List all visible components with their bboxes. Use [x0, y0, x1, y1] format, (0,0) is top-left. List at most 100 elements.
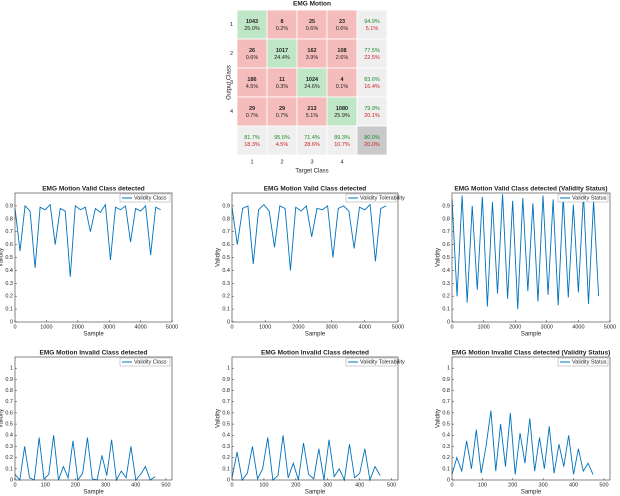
x-tick-label: 4000	[359, 324, 371, 330]
summary-correct: 94.9%	[364, 19, 380, 25]
summary-correct: 71.4%	[304, 135, 320, 141]
y-tick-label: 0.2	[442, 455, 450, 461]
summary-correct: 79.9%	[364, 106, 380, 112]
y-tick-label: 0.6	[222, 242, 230, 248]
legend-label: Validity Tolerability	[360, 195, 405, 201]
row-class-label: 1	[230, 22, 233, 28]
y-tick-label: 0.9	[222, 377, 230, 383]
cell-count: 213	[307, 106, 316, 112]
y-tick-label: 0.4	[222, 268, 230, 274]
legend-box	[119, 357, 171, 367]
y-tick-label: 0.6	[442, 242, 450, 248]
y-tick-label: 0.1	[5, 466, 13, 472]
legend-box	[557, 357, 609, 367]
summary-correct: 95.5%	[274, 135, 290, 141]
y-tick-label: 0.4	[222, 433, 230, 439]
x-tick-label: 500	[387, 482, 396, 488]
x-axis-label: Sample	[83, 490, 104, 496]
y-tick-label: 0.3	[5, 281, 13, 287]
cell-percent: 4.5%	[246, 84, 259, 90]
y-tick-label: 0.2	[5, 455, 13, 461]
x-tick-label: 0	[450, 324, 453, 330]
row-class-label: 3	[230, 80, 233, 86]
y-axis-label: Validity	[0, 409, 5, 428]
x-tick-label: 2000	[72, 324, 84, 330]
legend-box	[345, 357, 397, 367]
y-tick-label: 0.4	[5, 268, 13, 274]
summary-wrong: 10.7%	[334, 142, 350, 148]
x-tick-label: 5000	[392, 324, 404, 330]
y-tick-label: 0.6	[442, 410, 450, 416]
y-tick-label: 0.1	[442, 466, 450, 472]
data-line	[231, 435, 381, 482]
cell-percent: 24.4%	[274, 55, 290, 61]
data-line	[14, 203, 161, 277]
y-tick-label: 0	[10, 477, 13, 483]
y-tick-label: 0.5	[222, 422, 230, 428]
x-tick-label: 3000	[325, 324, 337, 330]
matrix-cell	[326, 96, 358, 127]
x-tick-label: 200	[71, 482, 80, 488]
y-tick-label: 0.6	[5, 242, 13, 248]
summary-wrong: 4.5%	[276, 142, 289, 148]
summary-correct: 77.5%	[364, 48, 380, 54]
y-tick-label: 1	[10, 366, 13, 372]
cell-percent: 0.6%	[246, 55, 259, 61]
y-tick-label: 0.8	[442, 216, 450, 222]
x-tick-label: 0	[13, 482, 16, 488]
x-tick-label: 200	[291, 482, 300, 488]
plot-frame	[231, 356, 399, 481]
cell-percent: 0.3%	[276, 84, 289, 90]
x-tick-label: 300	[101, 482, 110, 488]
x-axis-label: Sample	[305, 332, 326, 338]
cell-percent: 2.6%	[336, 55, 349, 61]
cell-percent: 0.1%	[336, 84, 349, 90]
summary-wrong: 18.3%	[244, 142, 260, 148]
x-tick-label: 500	[161, 482, 170, 488]
cell-count: 4	[340, 77, 344, 83]
data-line	[231, 203, 387, 271]
y-axis-label: Validity	[216, 409, 222, 428]
x-tick-label: 0	[230, 482, 233, 488]
x-axis-label: Sample	[83, 332, 104, 338]
plot-frame	[14, 356, 173, 481]
matrix-cell	[236, 125, 268, 156]
y-tick-label: 0.4	[5, 433, 13, 439]
legend-label: Validity Status	[572, 359, 607, 365]
matrix-cell	[356, 67, 388, 98]
y-tick-label: 0.2	[222, 294, 230, 300]
chart-title: EMG Motion Invalid Class detected (Valid…	[452, 350, 611, 357]
y-tick-label: 0.5	[442, 255, 450, 261]
data-line	[14, 435, 156, 482]
legend-label: Validity Tolerability	[360, 359, 405, 365]
cell-percent: 25.9%	[334, 113, 350, 119]
chart-title: EMG Motion Invalid Class detected	[261, 350, 369, 357]
x-tick-label: 1000	[477, 324, 489, 330]
col-class-label: 2	[280, 159, 283, 165]
y-tick-label: 0.9	[442, 203, 450, 209]
matrix-cell	[326, 125, 358, 156]
matrix-cell	[296, 38, 328, 69]
y-tick-label: 0.9	[5, 377, 13, 383]
summary-wrong: 20.1%	[364, 113, 380, 119]
y-tick-label: 0.2	[222, 455, 230, 461]
x-tick-label: 100	[478, 482, 487, 488]
matrix-cell	[266, 96, 298, 127]
cell-percent: 0.7%	[276, 113, 289, 119]
y-tick-label: 0.9	[442, 377, 450, 383]
x-tick-label: 2000	[509, 324, 521, 330]
y-tick-label: 0.1	[222, 466, 230, 472]
y-tick-label: 0	[227, 477, 230, 483]
cell-count: 162	[307, 48, 316, 54]
x-axis-label: Target Class	[295, 169, 328, 175]
data-line	[451, 194, 600, 310]
cell-count: 25	[309, 19, 315, 25]
chart-title: EMG Motion Invalid Class detected	[40, 350, 148, 357]
y-tick-label: 0.3	[442, 444, 450, 450]
x-tick-label: 0	[230, 324, 233, 330]
row-class-label: 4	[230, 109, 233, 115]
x-tick-label: 400	[569, 482, 578, 488]
cell-count: 1024	[306, 77, 319, 83]
matrix-cell	[356, 96, 388, 127]
cell-count: 29	[249, 106, 255, 112]
